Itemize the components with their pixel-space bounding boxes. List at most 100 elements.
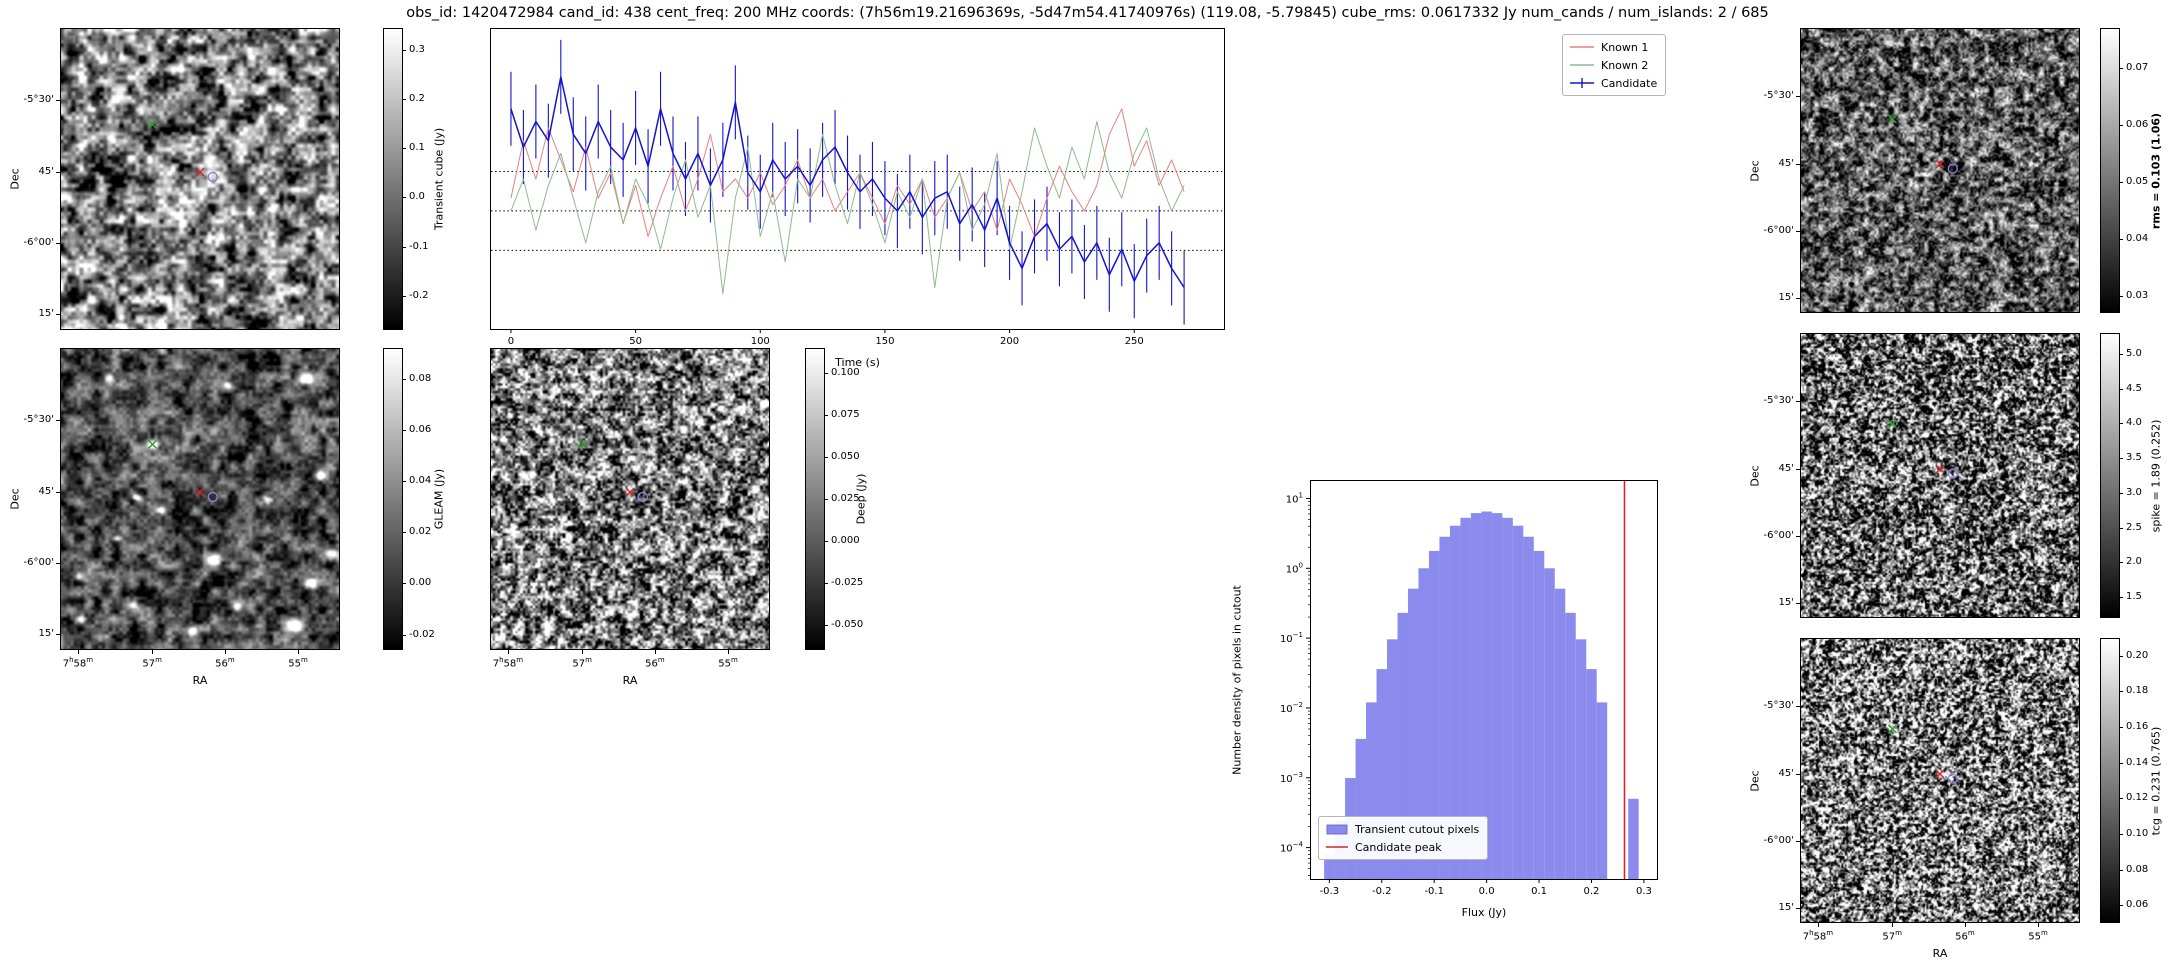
- dec-tick-mark: [56, 419, 60, 421]
- colorbar-tick-mark: [2120, 762, 2123, 764]
- dec-tick-label: -5°30': [1763, 394, 1794, 406]
- legend-item-known1: Known 1: [1569, 38, 1657, 56]
- ra-tick-mark: [2038, 923, 2039, 927]
- colorbar-tick-mark: [403, 378, 406, 380]
- dec-tick-label: -6°00': [1763, 530, 1794, 542]
- histogram-bar: [1470, 513, 1482, 879]
- colorbar-tick-mark: [403, 634, 406, 636]
- deep-colorbar-gradient: [806, 349, 824, 649]
- ra-tick-mark: [152, 650, 154, 654]
- candidate-position-marker: [207, 171, 218, 183]
- colorbar-tick-mark: [2120, 905, 2123, 907]
- colorbar-tick-mark: [2120, 67, 2123, 69]
- rms-markers-overlay: [1887, 114, 1958, 174]
- dec-tick-mark: [56, 563, 60, 565]
- dec-tick-mark: [56, 314, 60, 316]
- lightcurve-plot: 0 50 100 150 200 250: [491, 39, 1224, 347]
- colorbar-tick-label: -0.02: [409, 628, 435, 640]
- known2-position-marker: [1887, 419, 1897, 429]
- dec-tick-mark: [1796, 841, 1800, 843]
- ra-tick-mark: [582, 650, 584, 654]
- tcg-cutout-panel: [1800, 638, 2080, 923]
- colorbar-tick-mark: [403, 481, 406, 483]
- dec-tick-label: -5°30': [1763, 699, 1794, 711]
- candidate-peak-line-swatch: [1326, 845, 1348, 848]
- ra-axis-label: RA: [622, 674, 638, 687]
- histogram-xlabel: Flux (Jy): [1461, 906, 1507, 919]
- colorbar-tick-mark: [825, 373, 828, 375]
- colorbar-tick-label: 0.100: [831, 367, 860, 379]
- ra-tick-label: 55m: [2028, 929, 2048, 943]
- colorbar-tick-label: 0.06: [2126, 118, 2149, 130]
- ra-tick-label: 57m: [142, 656, 162, 670]
- x-tick-label: 0.2: [1584, 886, 1600, 897]
- lightcurve-legend: Known 1 Known 2 Candidate: [1562, 34, 1667, 96]
- colorbar-tick-label: 0.16: [2126, 721, 2149, 733]
- ra-tick-mark: [298, 650, 299, 654]
- known2-position-marker: [147, 119, 157, 129]
- colorbar-tick-label: 4.0: [2126, 417, 2142, 429]
- y-tick-label: 10−4: [1280, 841, 1304, 855]
- colorbar-tick-mark: [825, 624, 828, 626]
- colorbar-tick-label: 0.14: [2126, 756, 2149, 768]
- colorbar-tick-label: -0.050: [831, 618, 864, 630]
- dec-tick-label: 15': [1778, 902, 1794, 914]
- histogram-bar: [1397, 612, 1408, 879]
- dec-tick-mark: [1796, 468, 1800, 470]
- dec-tick-mark: [1796, 536, 1800, 538]
- ra-tick-label: 55m: [718, 656, 738, 670]
- candidate-peak-legend-label: Candidate peak: [1355, 840, 1442, 854]
- colorbar-tick-mark: [403, 99, 406, 101]
- histogram-bar: [1533, 550, 1545, 879]
- legend-item-cutout-pixels: Transient cutout pixels: [1325, 820, 1479, 838]
- colorbar-tick-label: 0.3: [409, 44, 425, 56]
- dec-tick-label: 15': [38, 628, 54, 640]
- known1-legend-label: Known 1: [1601, 40, 1649, 54]
- x-tick-label: 0.1: [1531, 886, 1547, 897]
- dec-tick-mark: [56, 172, 60, 174]
- dec-tick-mark: [1796, 908, 1800, 910]
- y-tick-label: 10−2: [1280, 701, 1303, 715]
- ra-tick-label: 57m: [572, 656, 592, 670]
- histogram-legend: Transient cutout pixels Candidate peak: [1318, 816, 1489, 860]
- ra-tick-mark: [224, 650, 226, 654]
- x-tick-label: 0.0: [1479, 886, 1495, 897]
- gleam-colorbar-label: GLEAM (Jy): [432, 468, 446, 530]
- colorbar-tick-label: 0.025: [831, 493, 860, 504]
- cutout-pixels-patch-swatch: [1326, 824, 1348, 834]
- known1-position-marker: [625, 487, 635, 497]
- colorbar-tick-mark: [825, 499, 828, 500]
- spike-colorbar: [2100, 333, 2120, 618]
- dec-tick-label: -5°30': [23, 413, 54, 425]
- colorbar-tick-label: 0.02: [409, 526, 432, 538]
- histogram-bar: [1376, 669, 1388, 879]
- histogram-bar: [1575, 639, 1587, 879]
- y-tick-label: 10−3: [1280, 771, 1303, 785]
- dec-tick-label: -6°00': [1763, 835, 1794, 847]
- colorbar-tick-mark: [2120, 295, 2123, 297]
- known2-lightcurve-line: [510, 121, 1185, 295]
- histogram-bar: [1439, 536, 1450, 879]
- colorbar-tick-mark: [2120, 562, 2123, 564]
- colorbar-tick-label: 0.2: [409, 93, 425, 105]
- dec-tick-label: 15': [38, 308, 54, 320]
- spike-colorbar-label: spike = 1.89 (0.252): [2149, 419, 2163, 532]
- histogram-bar: [1491, 513, 1503, 879]
- known1-position-marker: [1935, 769, 1945, 779]
- colorbar-tick-mark: [2120, 124, 2123, 126]
- dec-tick-mark: [1796, 603, 1800, 605]
- transient-colorbar-gradient: [384, 29, 402, 329]
- ra-tick-mark: [507, 650, 509, 654]
- ra-tick-label: 7h58m: [62, 656, 94, 670]
- colorbar-tick-mark: [825, 540, 828, 542]
- spike-markers-overlay: [1887, 419, 1958, 479]
- dec-tick-mark: [1796, 400, 1800, 402]
- colorbar-tick-mark: [403, 197, 406, 199]
- dec-tick-mark: [56, 243, 60, 245]
- colorbar-tick-label: 4.5: [2126, 382, 2142, 394]
- colorbar-tick-label: 0.12: [2126, 792, 2149, 804]
- ra-axis-label: RA: [192, 674, 208, 687]
- dec-tick-label: 15': [1778, 597, 1794, 609]
- colorbar-tick-mark: [2120, 727, 2123, 729]
